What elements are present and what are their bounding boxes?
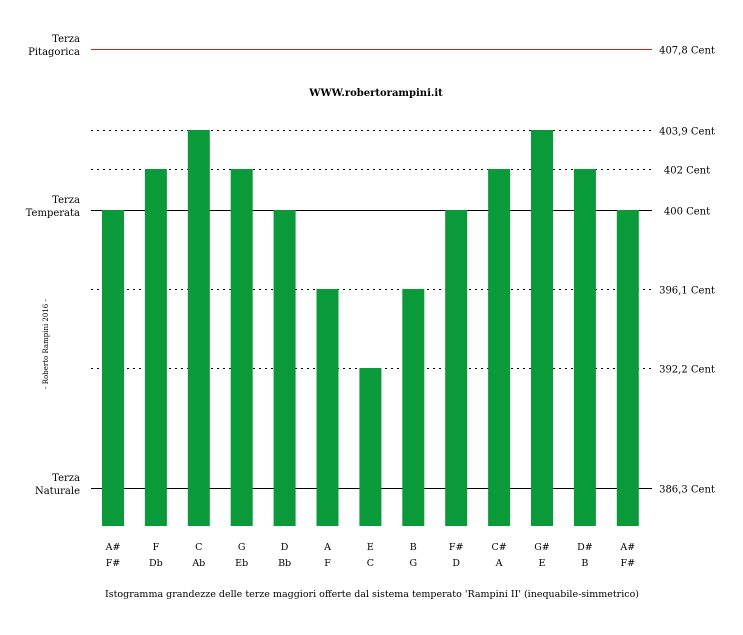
reference-value-label: 400 Cent xyxy=(664,207,710,218)
reference-value-label: 386,3 Cent xyxy=(659,485,715,496)
chart-caption: Istogramma grandezze delle terze maggior… xyxy=(105,589,639,600)
bar xyxy=(531,130,553,526)
bar xyxy=(144,169,167,526)
bar xyxy=(445,210,468,526)
bar xyxy=(316,289,339,526)
bar xyxy=(359,368,382,526)
reference-value-label: 407,8 Cent xyxy=(659,46,715,57)
category-top-label: G xyxy=(238,542,246,553)
website-label: WWW.robertorampini.it xyxy=(308,88,443,99)
category-top-label: B xyxy=(410,542,417,553)
category-top-label: G# xyxy=(534,542,550,553)
category-bottom-label: C xyxy=(367,558,374,569)
reference-name-label: Naturale xyxy=(35,486,80,497)
category-bottom-label: Eb xyxy=(235,558,248,569)
category-top-label: A xyxy=(323,542,331,553)
category-top-label: D# xyxy=(577,542,593,553)
category-top-label: F xyxy=(153,542,160,553)
bar xyxy=(102,210,124,526)
reference-name-label: Pitagorica xyxy=(28,47,80,58)
bars xyxy=(102,130,639,526)
category-top-label: D xyxy=(281,542,289,553)
bar xyxy=(573,169,596,526)
category-bottom-label: D xyxy=(452,558,460,569)
bar xyxy=(230,169,253,526)
category-bottom-label: Db xyxy=(149,558,163,569)
reference-value-label: 396,1 Cent xyxy=(659,286,715,297)
category-bottom-label: F# xyxy=(106,558,121,569)
category-top-label: E xyxy=(367,542,374,553)
reference-value-label: 403,9 Cent xyxy=(659,127,715,138)
category-top-label: C# xyxy=(491,542,506,553)
category-top-label: F# xyxy=(449,542,464,553)
bar xyxy=(187,130,210,526)
bar xyxy=(273,210,296,526)
category-bottom-label: B xyxy=(581,558,588,569)
reference-name-label: Terza xyxy=(52,473,80,484)
category-bottom-label: G xyxy=(410,558,418,569)
category-top-label: C xyxy=(195,542,202,553)
category-bottom-label: A xyxy=(495,558,503,569)
category-bottom-label: F xyxy=(324,558,331,569)
reference-lines: 407,8 Cent Terza Pitagorica 403,9 Cent 402 C… xyxy=(26,34,715,497)
category-bottom-label: Ab xyxy=(191,558,205,569)
bar xyxy=(402,289,425,526)
credit-label: - Roberto Rampini 2016 - xyxy=(42,299,50,389)
reference-value-label: 392,2 Cent xyxy=(659,365,715,376)
reference-value-label: 402 Cent xyxy=(664,166,710,177)
reference-name-label: Terza xyxy=(52,195,80,206)
bar xyxy=(616,210,639,526)
category-top-label: A# xyxy=(619,542,635,553)
bar xyxy=(488,169,511,526)
category-bottom-label: E xyxy=(539,558,546,569)
category-bottom-label: F# xyxy=(621,558,636,569)
category-top-label: A# xyxy=(105,542,121,553)
reference-name-label: Temperata xyxy=(26,208,80,219)
reference-name-label: Terza xyxy=(52,34,80,45)
category-bottom-label: Bb xyxy=(278,558,291,569)
